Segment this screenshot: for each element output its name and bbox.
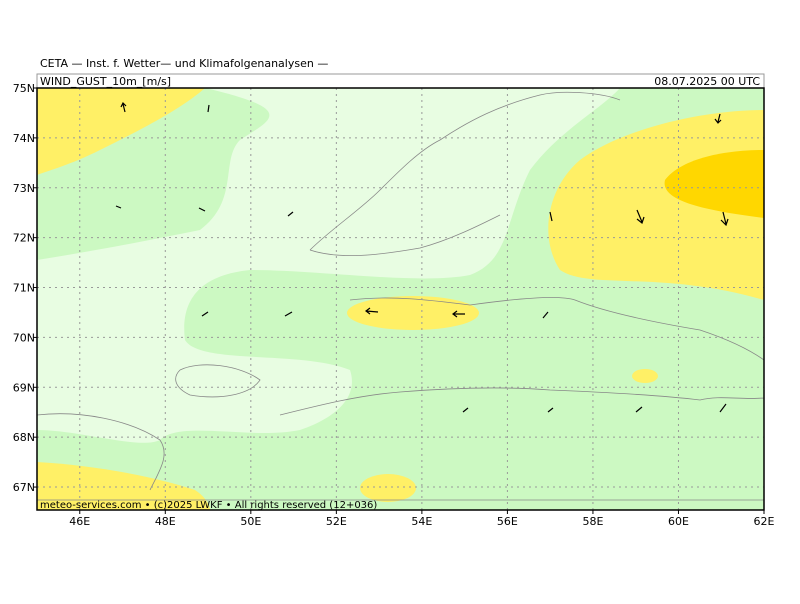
lon-label: 60E [668, 515, 689, 528]
lat-label: 73N [13, 182, 35, 195]
field-name: WIND_GUST_10m_[m/s] [40, 75, 171, 88]
map-frame [36, 87, 765, 511]
lat-label: 67N [13, 481, 35, 494]
lat-label: 75N [13, 82, 35, 95]
valid-date: 08.07.2025 00 UTC [654, 75, 760, 88]
institute: CETA — Inst. f. Wetter— und Klimafolgena… [40, 57, 328, 70]
lon-label: 50E [240, 515, 261, 528]
lon-label: 52E [326, 515, 347, 528]
lon-label: 54E [411, 515, 432, 528]
lon-label: 56E [497, 515, 518, 528]
lon-label: 62E [754, 515, 775, 528]
grid [37, 88, 764, 510]
contours [37, 88, 764, 510]
lon-label: 46E [69, 515, 90, 528]
lat-label: 68N [13, 431, 35, 444]
lat-label: 72N [13, 232, 35, 245]
lat-label: 71N [13, 282, 35, 295]
lon-label: 58E [582, 515, 603, 528]
lon-label: 48E [155, 515, 176, 528]
wind-arrows [115, 101, 729, 413]
lat-label: 69N [13, 381, 35, 394]
lat-label: 70N [13, 331, 35, 344]
footer: meteo-services.com • (c)2025 LWKF • All … [40, 500, 377, 511]
lat-label: 74N [13, 132, 35, 145]
